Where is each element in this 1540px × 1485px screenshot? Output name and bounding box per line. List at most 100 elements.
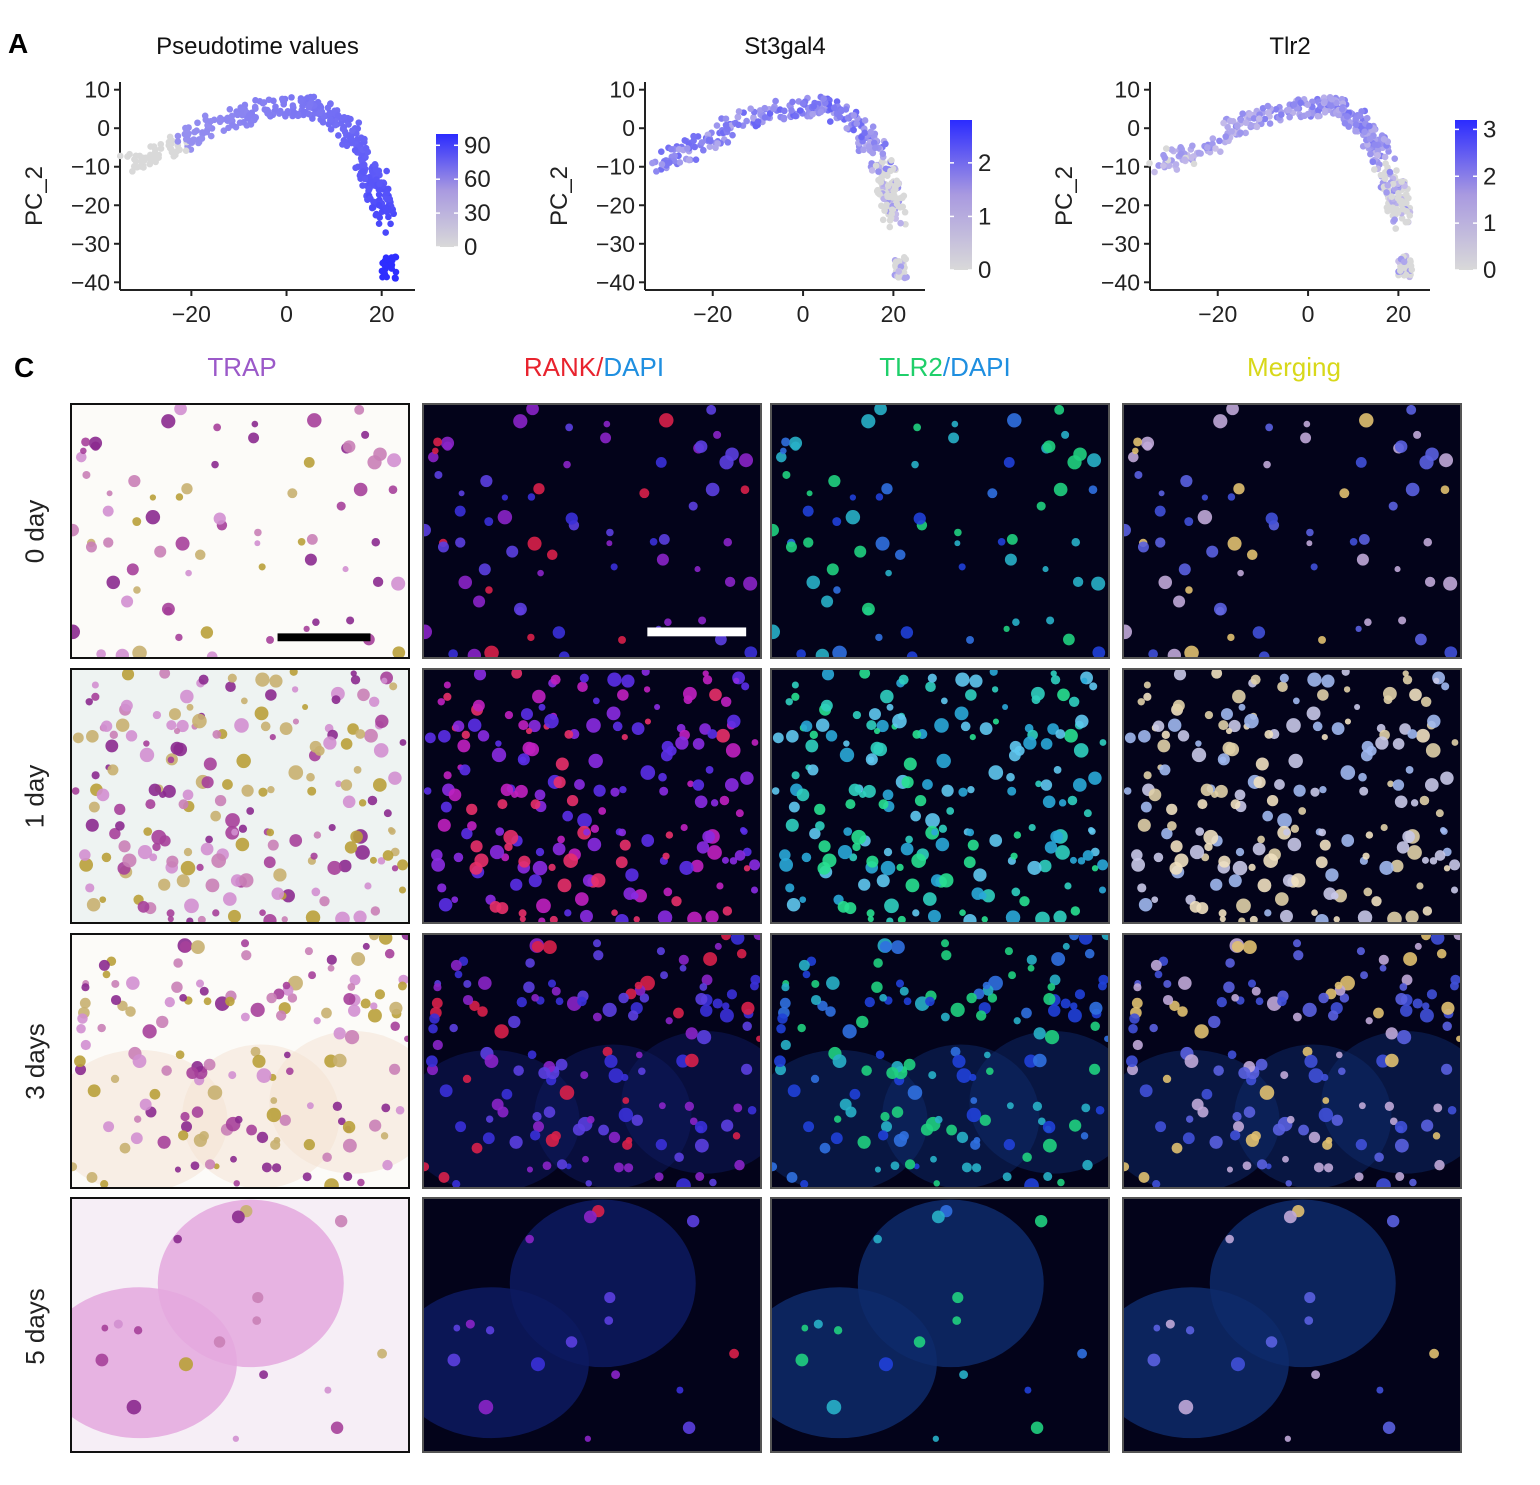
colorbar-tick-label: 2 <box>978 150 991 177</box>
data-point <box>280 101 288 108</box>
data-point <box>658 160 666 168</box>
column-header-part: DAPI <box>950 352 1011 382</box>
data-point <box>799 100 807 107</box>
data-point <box>182 124 189 132</box>
data-point <box>796 107 804 114</box>
data-point <box>174 138 182 145</box>
data-point <box>166 133 174 141</box>
data-point <box>366 185 373 192</box>
column-header-part: / <box>596 352 604 382</box>
data-point <box>1151 168 1158 176</box>
data-point <box>1366 135 1374 143</box>
data-point <box>245 111 253 119</box>
data-point <box>354 125 362 132</box>
data-point <box>362 144 370 152</box>
data-point <box>891 184 899 191</box>
data-point <box>724 139 732 146</box>
axes: 10 0 −10 −20 −30 −40 −20 0 20 <box>596 77 925 327</box>
micrograph-trap-3-days <box>70 933 410 1189</box>
data-point <box>700 146 707 154</box>
data-point <box>345 121 352 128</box>
micrograph-merging-3-days <box>1122 933 1462 1189</box>
colorbar-tick-label: 2 <box>1483 163 1496 190</box>
y-tick-label: −20 <box>71 192 110 218</box>
data-point <box>1220 119 1227 127</box>
data-point <box>351 146 359 154</box>
data-point <box>152 152 159 160</box>
data-point <box>372 211 380 219</box>
data-point <box>820 95 827 102</box>
colorbar-tick-label: 1 <box>978 203 991 230</box>
data-point <box>327 116 334 123</box>
data-point <box>1253 123 1261 131</box>
data-point <box>1226 117 1234 125</box>
data-point <box>392 275 399 282</box>
data-point <box>361 135 368 143</box>
data-point <box>382 204 389 212</box>
row-label-3-days: 3 days <box>19 1022 50 1100</box>
data-point <box>375 202 383 209</box>
data-point <box>684 145 691 152</box>
data-point <box>173 147 181 155</box>
data-point <box>234 111 241 119</box>
column-header-part: Merging <box>1247 352 1341 382</box>
data-point <box>883 202 891 210</box>
data-point <box>1242 119 1250 126</box>
y-tick-label: 0 <box>97 115 110 141</box>
data-point <box>355 119 363 126</box>
data-point <box>375 220 383 227</box>
y-tick-label: 10 <box>1114 77 1140 103</box>
data-point <box>899 203 907 211</box>
data-point <box>860 146 867 154</box>
data-point <box>347 135 355 142</box>
data-point <box>1168 146 1175 153</box>
y-tick-label: −40 <box>1101 269 1140 295</box>
data-point <box>853 120 861 127</box>
axes: 10 0 −10 −20 −30 −40 −20 0 20 <box>71 77 415 327</box>
data-point <box>1394 208 1402 216</box>
data-point <box>1217 148 1224 155</box>
micrograph-rank-dapi-3-days <box>422 933 762 1189</box>
data-point <box>1321 98 1328 106</box>
data-point <box>141 156 148 164</box>
data-point <box>289 102 297 109</box>
data-point <box>1285 106 1292 114</box>
data-point <box>1343 113 1351 120</box>
data-point <box>729 131 736 139</box>
x-tick-label: −20 <box>1198 301 1237 327</box>
data-point <box>361 175 369 183</box>
data-point <box>1363 114 1371 122</box>
data-point <box>1212 145 1219 152</box>
data-point <box>1162 145 1170 152</box>
data-point <box>207 117 214 125</box>
y-axis-label: PC_2 <box>1051 166 1078 226</box>
colorbar-tick-label: 60 <box>464 166 491 193</box>
data-point <box>1371 141 1378 148</box>
data-point <box>376 180 383 188</box>
data-point <box>837 107 845 115</box>
data-point <box>1386 168 1394 176</box>
data-point <box>830 104 838 111</box>
data-point <box>735 121 742 129</box>
y-tick-label: 10 <box>609 77 635 103</box>
x-tick-label: 0 <box>280 301 293 327</box>
data-point <box>340 125 347 132</box>
data-point <box>1255 115 1263 122</box>
y-tick-label: −10 <box>1101 154 1140 180</box>
data-point <box>761 104 769 112</box>
data-point <box>1216 137 1223 145</box>
data-point <box>761 114 769 121</box>
data-point <box>1172 161 1180 168</box>
data-point <box>327 126 335 133</box>
data-point <box>241 101 249 109</box>
data-point <box>359 182 366 189</box>
column-header-part: DAPI <box>603 352 665 382</box>
data-point <box>884 193 891 200</box>
data-point <box>888 157 895 164</box>
data-point <box>1165 162 1173 170</box>
micrograph-merging-0-day <box>1122 403 1462 659</box>
chart-title: Pseudotime values <box>156 33 359 60</box>
data-point <box>878 202 885 210</box>
data-point <box>875 168 882 175</box>
data-point <box>1369 127 1376 135</box>
